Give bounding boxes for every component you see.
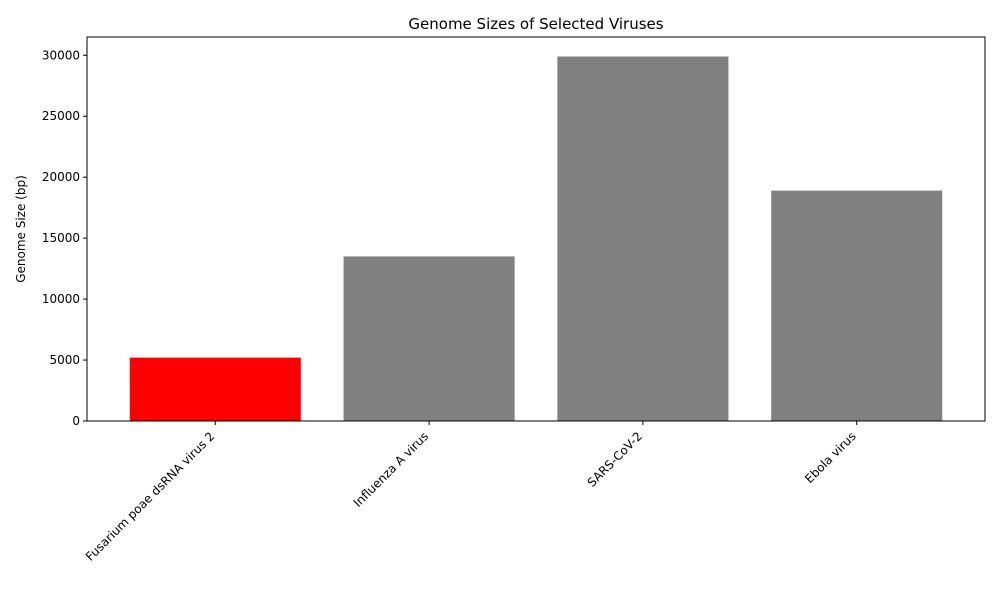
y-tick-label: 15000 bbox=[42, 231, 80, 245]
y-axis-label: Genome Size (bp) bbox=[14, 175, 28, 283]
y-tick-label: 0 bbox=[72, 414, 80, 428]
bar bbox=[129, 357, 301, 421]
chart-title: Genome Sizes of Selected Viruses bbox=[408, 15, 663, 33]
x-tick-label: SARS-CoV-2 bbox=[585, 429, 645, 489]
y-tick-label: 10000 bbox=[42, 292, 80, 306]
bar bbox=[557, 56, 729, 421]
y-tick-label: 20000 bbox=[42, 170, 80, 184]
bar bbox=[771, 190, 943, 421]
x-tick-label: Fusarium poae dsRNA virus 2 bbox=[83, 429, 218, 564]
y-tick-label: 30000 bbox=[42, 48, 80, 62]
x-tick-label: Ebola virus bbox=[802, 429, 859, 486]
y-tick-label: 5000 bbox=[49, 353, 80, 367]
y-tick-label: 25000 bbox=[42, 109, 80, 123]
plot-area: 0 5000 10000 15000 20000 25000 30000 Fusarium p… bbox=[42, 48, 943, 564]
plot-frame bbox=[86, 36, 986, 422]
x-tick-label: Influenza A virus bbox=[351, 429, 432, 510]
bar bbox=[343, 256, 515, 421]
